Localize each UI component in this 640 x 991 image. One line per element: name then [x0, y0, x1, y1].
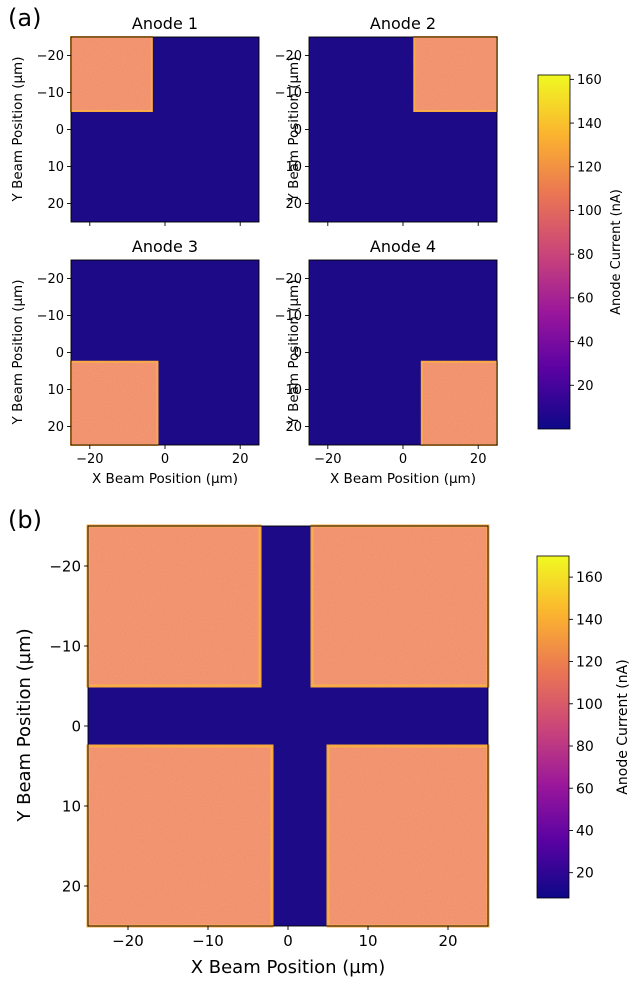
colorbar-tick-label: 140	[577, 117, 602, 132]
colorbar-tick-label: 20	[577, 379, 594, 394]
x-tick-label: 0	[283, 932, 293, 950]
y-tick-label: 10	[285, 160, 302, 175]
colorbar-a-gradient	[537, 74, 571, 430]
colorbar-tick-label: 80	[576, 739, 594, 755]
y-tick-label: 0	[294, 123, 302, 138]
colorbar-b-gradient	[536, 555, 570, 899]
x-tick-label: −20	[112, 932, 144, 950]
colorbar-tick-label: 20	[576, 866, 594, 882]
active-region-texture	[71, 37, 152, 111]
y-tick-label: 0	[71, 717, 81, 735]
x-axis-label-anode-3: X Beam Position (µm)	[92, 471, 238, 487]
y-tick-label: 20	[285, 420, 302, 435]
y-tick-label: 10	[47, 383, 64, 398]
heatmap-anode-3: Anode 3 −20 −10 0 10 20 −20 0 20	[37, 237, 260, 467]
active-region-texture	[71, 361, 158, 445]
x-tick-label: −20	[76, 452, 103, 467]
colorbar-tick-label: 140	[576, 612, 603, 628]
x-axis-label-combined: X Beam Position (µm)	[191, 957, 386, 978]
y-axis-label-anode-4: Y Beam Position (µm)	[286, 280, 302, 426]
panel-a-label: (a)	[8, 4, 41, 32]
y-tick-label: 0	[56, 346, 64, 361]
y-axis-label-combined: Y Beam Position (µm)	[14, 628, 35, 822]
colorbar-tick-label: 160	[577, 73, 602, 88]
y-axis-label-anode-2: Y Beam Position (µm)	[286, 57, 302, 203]
colorbar-tick-label: 160	[576, 570, 603, 586]
y-tick-label: −10	[37, 86, 64, 101]
heatmap-anode-1: Anode 1 −20 −10 0 10 20	[37, 14, 260, 226]
active-region-texture	[414, 37, 497, 111]
colorbar-tick-label: 100	[577, 204, 602, 219]
x-tick-label: −10	[192, 932, 224, 950]
y-tick-label: 20	[47, 197, 64, 212]
y-axis-label-anode-3: Y Beam Position (µm)	[10, 280, 26, 426]
colorbar-a: 20 40 60 80 100 120 140 160 Anode Current (nA)	[537, 73, 624, 430]
active-region-texture	[88, 746, 272, 926]
colorbar-tick-label: 120	[576, 655, 603, 671]
y-tick-label: −10	[37, 309, 64, 324]
plot-title: Anode 3	[132, 237, 198, 256]
y-tick-label: −10	[49, 637, 81, 655]
heatmap-combined: −20 −10 0 10 20 −20 −10 0 10 20	[49, 524, 490, 950]
colorbar-b: 20 40 60 80 100 120 140 160 Anode Current (nA)	[536, 555, 631, 899]
heatmap-anode-4: Anode 4 −20 −10 0 10 20 −20 0 20	[275, 237, 498, 467]
y-tick-label: −10	[275, 309, 302, 324]
active-region-texture	[88, 526, 260, 686]
panel-b-label: (b)	[8, 506, 42, 534]
plot-title: Anode 4	[370, 237, 436, 256]
colorbar-tick-label: 80	[577, 248, 594, 263]
colorbar-tick-label: 40	[576, 823, 594, 839]
x-tick-label: 0	[399, 452, 407, 467]
y-tick-label: −20	[275, 49, 302, 64]
y-tick-label: 20	[285, 197, 302, 212]
y-tick-label: −20	[37, 272, 64, 287]
x-tick-label: 20	[232, 452, 249, 467]
x-tick-label: 20	[438, 932, 457, 950]
active-region-texture	[328, 746, 488, 926]
x-tick-label: 10	[358, 932, 377, 950]
y-axis-label-anode-1: Y Beam Position (µm)	[10, 57, 26, 203]
y-tick-label: −20	[49, 557, 81, 575]
colorbar-tick-label: 100	[576, 697, 603, 713]
x-tick-label: −20	[314, 452, 341, 467]
y-tick-label: −20	[275, 272, 302, 287]
y-tick-label: 10	[47, 160, 64, 175]
y-tick-label: −20	[37, 49, 64, 64]
y-tick-label: 0	[56, 123, 64, 138]
x-tick-label: 20	[470, 452, 487, 467]
heatmap-anode-2: Anode 2 −20 −10 0 10 20	[275, 14, 498, 226]
x-axis-label-anode-4: X Beam Position (µm)	[330, 471, 476, 487]
y-tick-label: 20	[47, 420, 64, 435]
y-tick-label: 10	[285, 383, 302, 398]
active-region-texture	[421, 361, 497, 445]
plot-title: Anode 1	[132, 14, 198, 33]
colorbar-a-label: Anode Current (nA)	[609, 189, 624, 315]
plot-title: Anode 2	[370, 14, 436, 33]
colorbar-b-label: Anode Current (nA)	[615, 659, 631, 794]
y-tick-label: 0	[294, 346, 302, 361]
active-region-texture	[312, 526, 488, 686]
colorbar-tick-label: 60	[576, 781, 594, 797]
colorbar-tick-label: 40	[577, 335, 594, 350]
y-tick-label: 10	[62, 797, 81, 815]
colorbar-tick-label: 60	[577, 292, 594, 307]
x-tick-label: 0	[161, 452, 169, 467]
y-tick-label: 20	[62, 877, 81, 895]
y-tick-label: −10	[275, 86, 302, 101]
colorbar-tick-label: 120	[577, 160, 602, 175]
